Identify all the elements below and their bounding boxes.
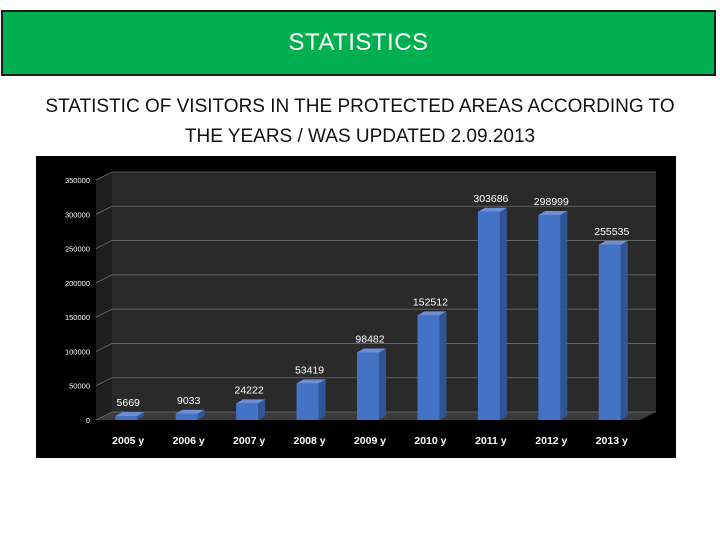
bar-front <box>538 214 561 420</box>
bar-front <box>115 416 138 420</box>
bar-side <box>137 412 145 420</box>
bar-front <box>477 211 500 420</box>
data-label: 255535 <box>594 226 629 238</box>
x-tick-label: 2009 y <box>354 435 386 447</box>
bar <box>115 412 145 420</box>
bar <box>477 207 507 420</box>
bar-side <box>379 348 386 420</box>
x-tick-label: 2011 y <box>475 435 507 447</box>
bar-top <box>296 379 326 384</box>
bar <box>236 399 266 420</box>
bar-top <box>538 210 568 215</box>
bar-top <box>357 348 386 353</box>
x-tick-label: 2008 y <box>293 435 325 447</box>
gridline <box>95 377 656 387</box>
bar-side <box>197 409 205 420</box>
bar-top <box>598 240 628 245</box>
bar-front <box>236 403 259 420</box>
bar-top <box>236 399 266 404</box>
data-label: 152512 <box>413 296 448 308</box>
bar <box>357 348 386 420</box>
y-tick-label: 100000 <box>65 347 90 356</box>
page-title: STATISTICS <box>288 29 429 56</box>
bar-front <box>296 383 319 420</box>
gridline <box>95 411 656 421</box>
data-label: 9033 <box>177 395 201 407</box>
title-banner: STATISTICS <box>1 10 716 76</box>
bar-front <box>598 244 621 420</box>
gridline <box>95 240 656 249</box>
chart-subtitle: STATISTIC OF VISITORS IN THE PROTECTED A… <box>10 92 710 152</box>
x-tick-label: 2013 y <box>596 435 628 447</box>
bar-front <box>357 352 379 420</box>
x-tick-label: 2010 y <box>414 435 446 447</box>
bar-side <box>258 399 266 420</box>
bar-front <box>175 413 198 420</box>
plot-back-wall <box>112 172 656 412</box>
bar-top <box>115 412 145 417</box>
y-tick-label: 200000 <box>65 279 90 288</box>
bar-side <box>620 240 628 420</box>
bar-top <box>175 409 205 414</box>
bar-chart: 0 50000 100000 150000 200000 250000 300000 3500… <box>65 171 656 447</box>
chart-container: 0 50000 100000 150000 200000 250000 300000 3500… <box>36 156 676 458</box>
gridline <box>95 171 656 181</box>
data-label: 24222 <box>235 384 264 396</box>
x-tick-label: 2012 y <box>535 435 567 447</box>
gridline <box>95 343 656 352</box>
data-label: 53419 <box>295 364 324 376</box>
y-tick-label: 250000 <box>65 245 90 254</box>
data-label: 98482 <box>355 333 384 345</box>
bar-side <box>439 311 447 420</box>
y-tick-label: 0 <box>86 416 90 425</box>
subtitle-line-2: THE YEARS / WAS UPDATED 2.09.2013 <box>184 126 536 147</box>
y-tick-label: 50000 <box>69 382 90 391</box>
x-tick-label: 2007 y <box>233 435 265 447</box>
bar-side <box>318 379 326 420</box>
gridline <box>95 205 656 215</box>
plot-side-wall <box>96 172 112 420</box>
y-tick-label: 350000 <box>65 176 90 185</box>
bar-top <box>477 207 507 212</box>
bar-side <box>560 210 568 420</box>
bar-top <box>417 311 447 316</box>
y-tick-label: 300000 <box>65 210 90 219</box>
bar <box>417 311 447 420</box>
bar <box>175 409 205 420</box>
gridline <box>95 274 656 284</box>
bar <box>538 210 568 420</box>
data-label: 303686 <box>473 193 508 205</box>
data-label: 5669 <box>117 397 141 409</box>
bar <box>598 240 628 420</box>
x-tick-label: 2005 y <box>112 435 144 447</box>
x-tick-label: 2006 y <box>173 435 205 447</box>
bar <box>296 379 326 420</box>
gridline <box>95 308 656 318</box>
bar-front <box>417 315 440 420</box>
y-tick-label: 150000 <box>65 313 90 322</box>
data-label: 298999 <box>534 196 569 208</box>
subtitle-line-1: STATISTIC OF VISITORS IN THE PROTECTED A… <box>45 96 675 117</box>
bar-side <box>499 207 507 420</box>
